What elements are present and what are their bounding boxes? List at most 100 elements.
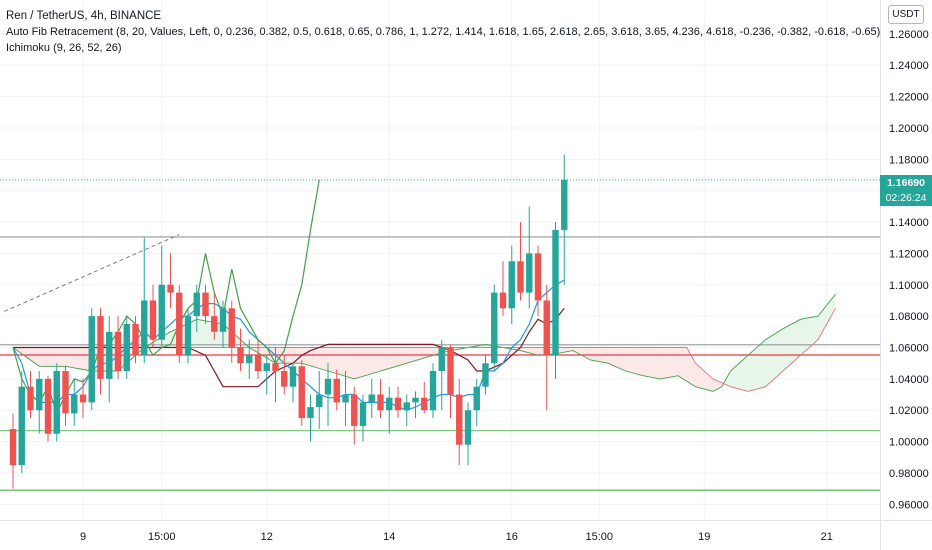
chart-title: Ren / TetherUS, 4h, BINANCE — [6, 10, 162, 22]
cloud-segment — [529, 347, 534, 355]
candle — [534, 245, 542, 317]
candle — [333, 369, 340, 411]
candle-body — [97, 316, 104, 379]
cloud-segment — [341, 347, 346, 377]
cloud-segment — [699, 367, 705, 390]
candle-body — [167, 284, 174, 293]
candle — [228, 300, 235, 364]
cloud-segment — [371, 347, 377, 374]
cloud-segment — [634, 347, 639, 375]
candle — [307, 394, 314, 442]
candle — [79, 378, 87, 419]
candle — [508, 245, 515, 324]
cloud-segment — [61, 347, 66, 367]
candle-body — [158, 284, 165, 340]
y-tick-label: 1.24000 — [889, 60, 929, 72]
cloud-segment — [734, 363, 740, 390]
y-tick-label: 1.08000 — [889, 311, 929, 323]
y-tick-label: 1.06000 — [889, 343, 929, 355]
tenkan-sen-line — [12, 279, 565, 411]
cloud-segment — [783, 326, 788, 372]
candle-body — [9, 429, 17, 466]
cloud-segment — [625, 347, 630, 373]
candle — [36, 371, 43, 434]
candle-body — [228, 308, 235, 348]
cloud-segment — [310, 347, 315, 368]
candle-body — [456, 394, 463, 445]
cloud-segment — [651, 347, 657, 379]
candle — [53, 363, 60, 442]
y-tick-label: 1.22000 — [889, 92, 929, 104]
cloud-segment — [691, 355, 696, 387]
candle — [106, 316, 113, 403]
y-tick-label: 1.12000 — [889, 248, 929, 260]
fib-indicator-label[interactable]: Auto Fib Retracement (8, 20, Values, Lef… — [6, 26, 881, 38]
cloud-segment — [564, 347, 569, 353]
cloud-segment — [48, 347, 53, 367]
candle — [263, 355, 270, 395]
currency-button[interactable]: USDT — [888, 5, 924, 24]
candle-body — [543, 300, 550, 356]
candle — [324, 363, 332, 426]
cloud-segment — [74, 347, 79, 369]
candle-body — [132, 323, 139, 356]
candle-body — [272, 363, 279, 372]
candle-body — [333, 378, 340, 403]
cloud-segment — [660, 347, 665, 379]
candle-body — [254, 355, 262, 372]
cloud-segment — [166, 331, 171, 348]
cloud-segment — [713, 378, 718, 392]
candle-body — [149, 300, 157, 340]
candle — [167, 253, 174, 309]
candle-body — [62, 371, 69, 414]
cloud-segment — [253, 347, 258, 353]
candle — [289, 363, 297, 403]
cloud-segment — [590, 347, 595, 361]
candle-body — [429, 371, 437, 411]
cloud-segment — [831, 294, 836, 317]
candle — [456, 378, 463, 466]
candle-body — [27, 386, 34, 411]
candle-body — [386, 397, 393, 411]
candle-body — [394, 397, 402, 411]
candle-body — [377, 394, 384, 411]
ichimoku-indicator-label[interactable]: Ichimoku (9, 26, 52, 26) — [6, 42, 122, 54]
candle — [141, 237, 148, 364]
candle-body — [473, 386, 480, 411]
candle — [394, 386, 402, 419]
candle-body — [464, 410, 472, 445]
cloud-segment — [319, 347, 324, 370]
candle — [359, 394, 367, 442]
cloud-segment — [730, 367, 735, 388]
cloud-segment — [586, 347, 591, 361]
cloud-segment — [533, 347, 538, 356]
candlestick-series — [9, 154, 568, 489]
cloud-segment — [258, 347, 263, 356]
candle — [482, 355, 489, 395]
cloud-segment — [686, 347, 692, 384]
candle-body — [71, 394, 78, 414]
candle-body — [403, 402, 410, 411]
candle — [184, 308, 192, 364]
candle — [97, 308, 104, 395]
candle-body — [184, 316, 192, 356]
cloud-segment — [669, 347, 674, 378]
candle-body — [141, 300, 148, 356]
cloud-segment — [65, 347, 70, 368]
cloud-segment — [354, 347, 359, 379]
cloud-segment — [656, 347, 661, 379]
y-tick-label: 0.96000 — [889, 499, 929, 511]
indicator-lines — [12, 179, 836, 416]
candle — [193, 284, 200, 332]
cloud-segment — [608, 347, 613, 366]
candle — [526, 206, 533, 309]
cloud-segment — [804, 317, 810, 352]
candle-body — [421, 397, 428, 411]
candle-body — [342, 394, 349, 403]
candle-body — [18, 386, 25, 466]
cloud-segment — [612, 347, 617, 368]
y-tick-label: 1.26000 — [889, 29, 929, 41]
candle-body — [44, 378, 52, 434]
cloud-segment — [748, 351, 753, 392]
